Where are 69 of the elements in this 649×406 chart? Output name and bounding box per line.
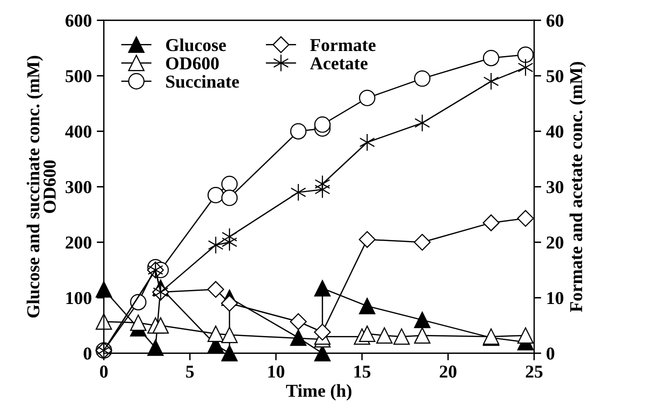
point xyxy=(152,317,169,334)
x-tick-label: 25 xyxy=(526,366,542,378)
point xyxy=(290,329,307,346)
point xyxy=(96,313,112,330)
point xyxy=(221,326,238,344)
point xyxy=(314,324,331,341)
y-tick-label: 400 xyxy=(65,126,92,138)
y-tick-label: 600 xyxy=(66,14,92,27)
point xyxy=(358,326,376,342)
point xyxy=(221,176,238,192)
x-tick-label: 5 xyxy=(186,366,194,378)
point xyxy=(414,70,430,87)
y2-tick-label: 0 xyxy=(546,347,554,360)
legend-label: Formate xyxy=(310,39,376,52)
point xyxy=(130,314,146,331)
y2-tick-label: 50 xyxy=(546,70,564,82)
legend-label: Succinate xyxy=(166,75,239,88)
y2-tick-label: 20 xyxy=(546,236,564,249)
point xyxy=(376,327,393,344)
point xyxy=(482,214,500,232)
point xyxy=(290,123,307,140)
y-tick-label: 500 xyxy=(66,70,92,82)
point xyxy=(414,114,430,132)
y2-axis-title: Formate and acetate conc. (mM) xyxy=(570,62,586,312)
point xyxy=(290,313,307,330)
point xyxy=(314,116,331,133)
point xyxy=(221,294,238,312)
y-tick-label: 0 xyxy=(84,347,92,360)
legend-label: Glucose xyxy=(166,38,226,52)
y-tick-label: 100 xyxy=(66,292,92,304)
point xyxy=(414,327,430,344)
y-axis-title: Glucose and succinate conc. (mM) OD600 xyxy=(26,56,56,318)
y-tick-label: 200 xyxy=(66,236,92,249)
x-axis-title: Time (h) xyxy=(286,384,352,401)
point xyxy=(518,58,534,76)
point xyxy=(517,46,534,63)
legend-label: OD600 xyxy=(166,57,219,70)
point xyxy=(483,72,499,90)
point xyxy=(222,228,238,246)
x-tick-label: 15 xyxy=(354,366,370,378)
point xyxy=(208,186,224,204)
point xyxy=(130,294,146,310)
point xyxy=(414,234,431,251)
point xyxy=(482,50,500,66)
point xyxy=(358,231,376,248)
point xyxy=(314,280,331,296)
x-tick-label: 0 xyxy=(100,366,108,378)
point xyxy=(221,345,238,362)
point xyxy=(290,183,306,202)
point xyxy=(221,190,238,206)
point xyxy=(208,326,224,342)
point xyxy=(358,298,376,314)
point xyxy=(517,327,534,344)
point xyxy=(207,281,224,298)
x-tick-label: 10 xyxy=(268,366,284,378)
point xyxy=(359,133,375,152)
y2-tick-label: 60 xyxy=(546,14,564,27)
y-tick-label: 300 xyxy=(66,181,92,194)
x-tick-label: 20 xyxy=(440,366,456,378)
point xyxy=(393,328,410,345)
y2-tick-label: 40 xyxy=(546,126,564,138)
y2-tick-label: 10 xyxy=(547,292,564,304)
point xyxy=(414,312,430,328)
point xyxy=(208,236,224,254)
point xyxy=(358,90,376,106)
point xyxy=(517,210,534,227)
y2-tick-label: 30 xyxy=(546,181,564,194)
point xyxy=(314,175,330,193)
legend-label: Acetate xyxy=(310,57,368,70)
